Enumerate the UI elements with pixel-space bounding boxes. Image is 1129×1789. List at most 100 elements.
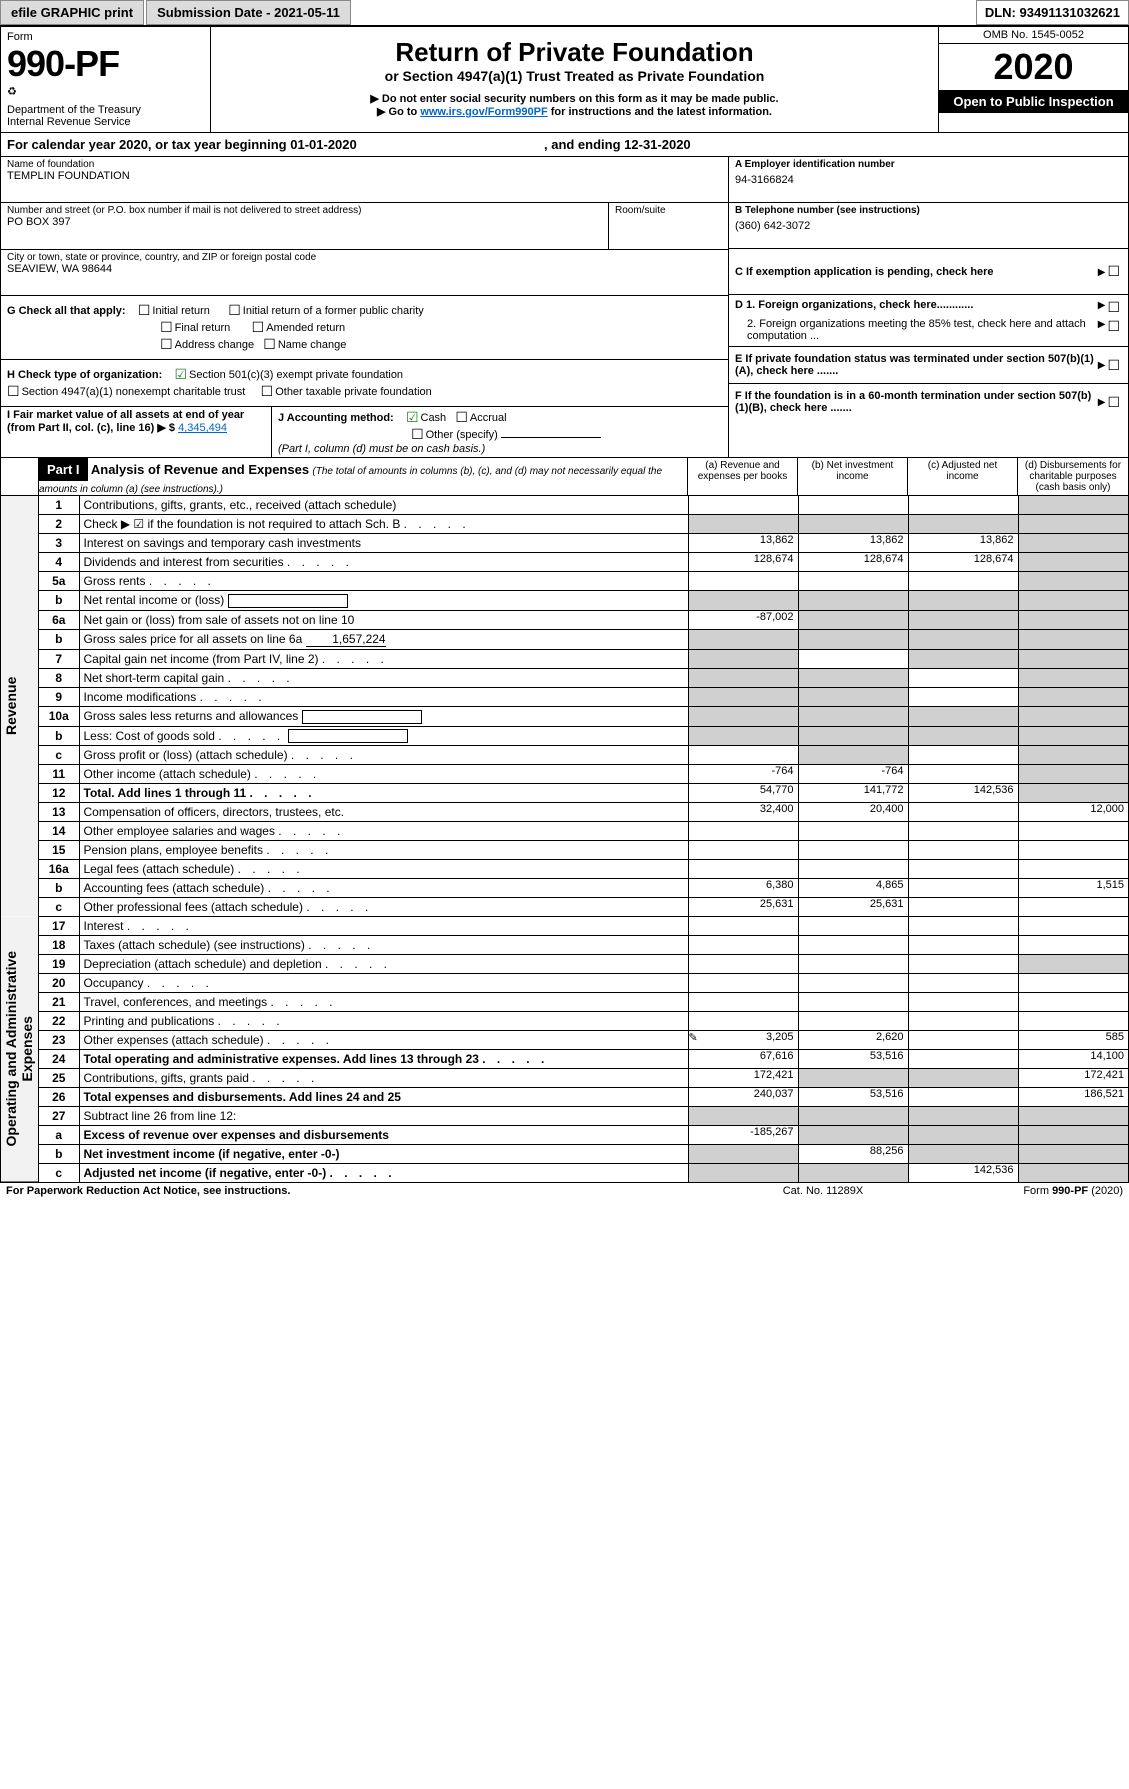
amount-cell-c — [908, 610, 1018, 629]
table-row: cGross profit or (loss) (attach schedule… — [39, 746, 1128, 765]
chk-c[interactable] — [1107, 263, 1122, 280]
street-address: PO BOX 397 — [7, 216, 602, 228]
chk-accrual[interactable]: Accrual — [455, 412, 506, 424]
line-label: Net gain or (loss) from sale of assets n… — [79, 610, 688, 629]
room-label: Room/suite — [615, 205, 722, 216]
form-number: 990-PF — [7, 43, 204, 85]
chk-d1[interactable] — [1107, 299, 1122, 316]
amount-cell-c — [908, 1031, 1018, 1050]
amount-cell-c — [908, 591, 1018, 611]
amount-cell-a: 67,616 — [688, 1050, 798, 1069]
amount-cell-c — [908, 898, 1018, 917]
amount-cell-d — [1018, 668, 1128, 687]
line-number: 9 — [39, 687, 79, 706]
amount-cell-d — [1018, 860, 1128, 879]
line-number: 8 — [39, 668, 79, 687]
line-label: Compensation of officers, directors, tru… — [79, 803, 688, 822]
ein-label: A Employer identification number — [735, 159, 1122, 170]
amount-cell-b: 2,620 — [798, 1031, 908, 1050]
chk-amended-return[interactable]: Amended return — [252, 322, 345, 334]
line-number: b — [39, 591, 79, 611]
line-number: 14 — [39, 822, 79, 841]
table-row: 12Total. Add lines 1 through 11 . . . . … — [39, 784, 1128, 803]
form-link[interactable]: www.irs.gov/Form990PF — [420, 106, 547, 118]
chk-f[interactable] — [1107, 394, 1122, 411]
amount-cell-b: 13,862 — [798, 534, 908, 553]
amount-cell-a — [688, 1164, 798, 1183]
amount-cell-c — [908, 879, 1018, 898]
amount-cell-d — [1018, 955, 1128, 974]
chk-501c3[interactable]: Section 501(c)(3) exempt private foundat… — [174, 369, 403, 381]
amount-cell-b — [798, 706, 908, 726]
line-number: c — [39, 746, 79, 765]
chk-cash[interactable]: Cash — [406, 412, 446, 424]
amount-cell-a — [688, 572, 798, 591]
table-row: 10aGross sales less returns and allowanc… — [39, 706, 1128, 726]
entity-block: Name of foundation TEMPLIN FOUNDATION Nu… — [0, 157, 1129, 458]
chk-other-method[interactable]: Other (specify) — [411, 429, 498, 441]
fmv-value[interactable]: 4,345,494 — [178, 422, 227, 434]
amount-cell-b — [798, 726, 908, 746]
amount-cell-b: 53,516 — [798, 1088, 908, 1107]
table-row: 27Subtract line 26 from line 12: — [39, 1107, 1128, 1126]
line-number: 22 — [39, 1012, 79, 1031]
amount-cell-d — [1018, 1164, 1128, 1183]
amount-cell-a: 6,380 — [688, 879, 798, 898]
amount-cell-c — [908, 1126, 1018, 1145]
amount-cell-a — [688, 993, 798, 1012]
table-row: 15Pension plans, employee benefits . . .… — [39, 841, 1128, 860]
chk-initial-former[interactable]: Initial return of a former public charit… — [228, 305, 424, 317]
e-label: E If private foundation status was termi… — [735, 353, 1098, 377]
line-label: Total operating and administrative expen… — [79, 1050, 688, 1069]
chk-final-return[interactable]: Final return — [160, 322, 230, 334]
goto-pre: ▶ Go to — [377, 106, 420, 118]
amount-cell-c — [908, 765, 1018, 784]
footer-right: Form Form 990-PF (2020)990-PF (2020) — [923, 1185, 1123, 1197]
line-label: Income modifications . . . . . — [79, 687, 688, 706]
part1-rows: 1Contributions, gifts, grants, etc., rec… — [39, 496, 1128, 1182]
line-label: Dividends and interest from securities .… — [79, 553, 688, 572]
amount-cell-b: 25,631 — [798, 898, 908, 917]
amount-cell-b — [798, 746, 908, 765]
amount-cell-a — [688, 649, 798, 668]
amount-cell-b — [798, 496, 908, 515]
amount-cell-c — [908, 841, 1018, 860]
amount-cell-d: 172,421 — [1018, 1069, 1128, 1088]
table-row: 4Dividends and interest from securities … — [39, 553, 1128, 572]
chk-4947a1[interactable]: Section 4947(a)(1) nonexempt charitable … — [7, 386, 245, 398]
chk-e[interactable] — [1107, 357, 1122, 374]
chk-initial-return[interactable]: Initial return — [138, 305, 210, 317]
amount-cell-d — [1018, 649, 1128, 668]
table-row: 20Occupancy . . . . . — [39, 974, 1128, 993]
name-label: Name of foundation — [7, 159, 722, 170]
table-row: 2Check ▶ ☑ if the foundation is not requ… — [39, 515, 1128, 534]
line-label: Excess of revenue over expenses and disb… — [79, 1126, 688, 1145]
ssn-warning: ▶ Do not enter social security numbers o… — [221, 92, 928, 105]
amount-cell-a — [688, 936, 798, 955]
form-label: Form — [7, 31, 204, 43]
line-number: 11 — [39, 765, 79, 784]
amount-cell-b — [798, 591, 908, 611]
col-a-header: (a) Revenue and expenses per books — [688, 458, 798, 495]
chk-other-taxable[interactable]: Other taxable private foundation — [261, 386, 432, 398]
amount-cell-c: 13,862 — [908, 534, 1018, 553]
addr-label: Number and street (or P.O. box number if… — [7, 205, 602, 216]
amount-cell-a — [688, 629, 798, 649]
line-label: Other income (attach schedule) . . . . . — [79, 765, 688, 784]
amount-cell-b — [798, 974, 908, 993]
chk-address-change[interactable]: Address change — [160, 339, 254, 351]
omb-number: OMB No. 1545-0052 — [939, 27, 1128, 44]
amount-cell-b — [798, 610, 908, 629]
chk-d2[interactable] — [1107, 318, 1122, 342]
cal-mid: , and ending — [544, 137, 624, 152]
amount-cell-c: 142,536 — [908, 1164, 1018, 1183]
line-number: 19 — [39, 955, 79, 974]
amount-cell-c — [908, 687, 1018, 706]
arrow-icon — [1098, 318, 1108, 342]
submission-date-button[interactable]: Submission Date - 2021-05-11 — [146, 0, 351, 25]
amount-cell-d: 12,000 — [1018, 803, 1128, 822]
efile-print-button[interactable]: efile GRAPHIC print — [0, 0, 144, 25]
line-label: Printing and publications . . . . . — [79, 1012, 688, 1031]
arrow-icon — [1098, 396, 1108, 408]
chk-name-change[interactable]: Name change — [263, 339, 346, 351]
